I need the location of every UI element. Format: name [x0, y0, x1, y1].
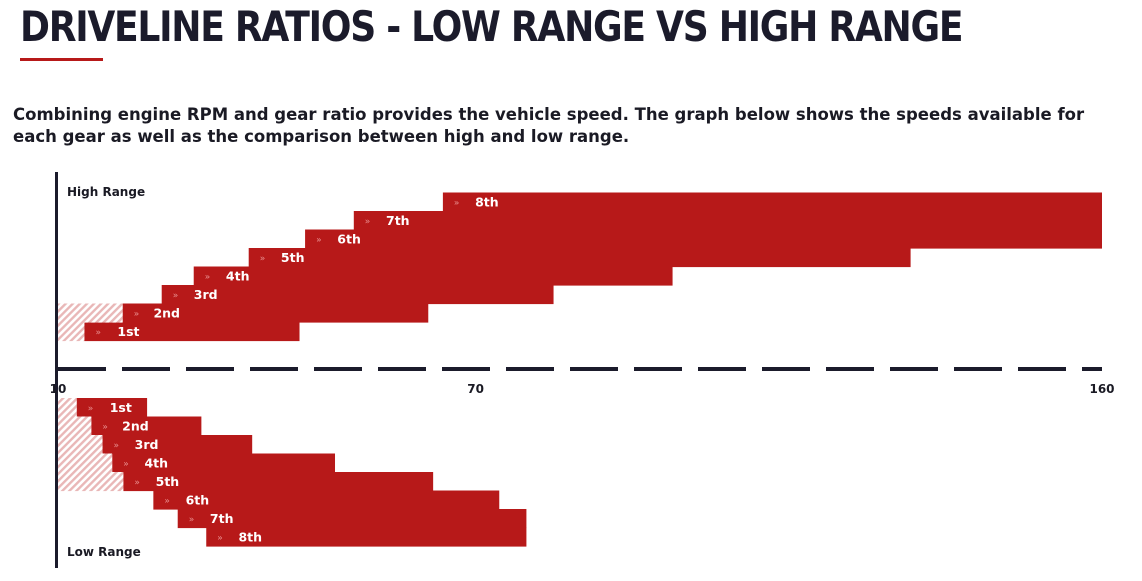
- gear-arrow-icon: »: [454, 199, 460, 209]
- bar-low-7th: [177, 509, 527, 529]
- gear-arrow-icon: »: [205, 273, 211, 283]
- hatch-bar-low-4th: [58, 453, 113, 473]
- high-range-label: High Range: [67, 185, 145, 199]
- bar-low-4th: [112, 453, 336, 473]
- bar-high-7th: [353, 211, 1102, 231]
- bar-high-8th: [442, 192, 1102, 212]
- gear-arrow-icon: »: [173, 291, 179, 301]
- hatch-bar-low-2nd: [58, 416, 92, 436]
- gear-arrow-icon: »: [164, 497, 170, 507]
- gear-label-low-8th: 8th: [238, 530, 262, 545]
- x-tick-label-160: 160: [1089, 382, 1114, 396]
- gear-arrow-icon: »: [123, 460, 129, 470]
- bar-low-6th: [153, 490, 500, 510]
- gear-arrow-icon: »: [217, 534, 223, 544]
- hatch-bar-high-2nd: [58, 303, 123, 323]
- gear-label-low-3rd: 3rd: [135, 437, 159, 452]
- x-tick-label-70: 70: [467, 382, 484, 396]
- bar-high-2nd: [122, 303, 429, 323]
- bar-high-1st: [84, 322, 300, 342]
- page-title: DRIVELINE RATIOS - LOW RANGE VS HIGH RAN…: [20, 2, 964, 51]
- bar-high-5th: [248, 248, 911, 268]
- bar-low-5th: [123, 472, 434, 492]
- gear-label-low-7th: 7th: [210, 511, 234, 526]
- page-description: Combining engine RPM and gear ratio prov…: [13, 105, 1085, 146]
- gear-label-high-4th: 4th: [226, 269, 250, 284]
- hatch-bar-low-3rd: [58, 435, 103, 455]
- gear-arrow-icon: »: [260, 254, 266, 264]
- gear-arrow-icon: »: [189, 515, 195, 525]
- gear-label-low-4th: 4th: [144, 456, 168, 471]
- gear-arrow-icon: »: [95, 328, 101, 338]
- low-range-label: Low Range: [67, 545, 141, 559]
- gear-arrow-icon: »: [88, 404, 94, 414]
- x-tick-label-10: 10: [50, 382, 67, 396]
- gear-label-low-5th: 5th: [156, 474, 180, 489]
- bar-high-3rd: [161, 285, 554, 305]
- gear-label-low-6th: 6th: [186, 493, 210, 508]
- gear-label-low-2nd: 2nd: [122, 419, 149, 434]
- bar-high-6th: [305, 229, 1103, 249]
- hatch-bar-low-1st: [58, 398, 77, 418]
- gear-label-high-7th: 7th: [386, 213, 410, 228]
- bar-low-2nd: [91, 416, 202, 436]
- gear-label-high-2nd: 2nd: [153, 306, 180, 321]
- hatch-bar-low-5th: [58, 472, 124, 492]
- bar-low-8th: [206, 527, 527, 547]
- gear-label-high-6th: 6th: [337, 232, 361, 247]
- gear-arrow-icon: »: [134, 310, 140, 320]
- gear-arrow-icon: »: [365, 217, 371, 227]
- gear-arrow-icon: »: [102, 423, 108, 433]
- gear-arrow-icon: »: [114, 441, 120, 451]
- gear-label-high-1st: 1st: [117, 324, 139, 339]
- bar-high-4th: [193, 266, 673, 286]
- bar-low-1st: [76, 398, 148, 418]
- hatch-bar-high-1st: [58, 322, 85, 342]
- bar-low-3rd: [102, 435, 253, 455]
- gear-arrow-icon: »: [316, 236, 322, 246]
- gear-label-high-8th: 8th: [475, 195, 499, 210]
- gear-label-high-3rd: 3rd: [194, 287, 218, 302]
- gear-label-high-5th: 5th: [281, 250, 305, 265]
- gear-arrow-icon: »: [134, 478, 140, 488]
- gear-label-low-1st: 1st: [110, 400, 132, 415]
- title-underline: [20, 58, 103, 61]
